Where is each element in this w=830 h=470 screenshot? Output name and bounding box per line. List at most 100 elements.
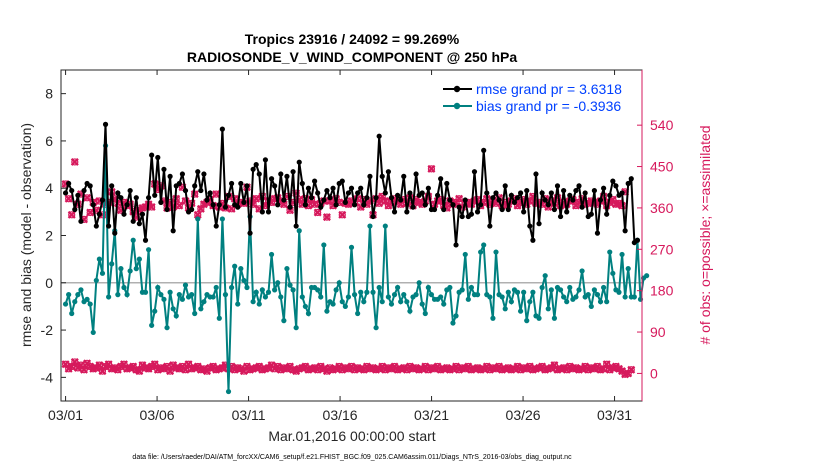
bias-series-point xyxy=(219,216,225,222)
bias-series-point xyxy=(591,287,597,293)
rmse-series-point xyxy=(422,202,428,208)
bias-series-point xyxy=(66,292,72,298)
bias-series-point xyxy=(318,294,324,300)
bias-series-point xyxy=(588,303,594,310)
rmse-series-point xyxy=(607,192,613,198)
bias-series-point xyxy=(265,289,272,295)
rmse-series-point xyxy=(247,230,253,236)
bias-series-point xyxy=(259,287,265,293)
bias-series-point xyxy=(182,282,189,288)
rmse-series-point xyxy=(441,206,447,213)
bias-series-point xyxy=(155,284,161,291)
bias-series-point xyxy=(447,284,453,291)
rmse-series-point xyxy=(385,169,391,175)
right-tick-label: 270 xyxy=(650,241,674,257)
rmse-series-point xyxy=(514,195,521,201)
bias-series-point xyxy=(99,270,106,276)
rmse-series-point xyxy=(493,190,499,196)
bias-series-point xyxy=(106,294,112,300)
bias-series-point xyxy=(401,292,407,298)
bias-series-point xyxy=(336,280,342,286)
rmse-series-point xyxy=(142,237,149,243)
rmse-series-point xyxy=(167,173,173,179)
bias-series-point xyxy=(579,268,585,274)
obs-upper-possible-marker xyxy=(314,208,322,217)
bias-series-point xyxy=(201,299,207,305)
rmse-series-point xyxy=(102,121,109,127)
rmse-series-point xyxy=(195,169,201,175)
rmse-series-point xyxy=(133,195,139,201)
bias-series-point xyxy=(72,299,78,305)
bias-series-point xyxy=(416,280,422,286)
obs-upper-assimilated-marker xyxy=(147,203,156,211)
rmse-series-point xyxy=(539,190,545,196)
rmse-series-point xyxy=(521,209,527,215)
bias-series-point xyxy=(321,242,327,248)
bias-series-point xyxy=(145,247,152,253)
bias-series-point xyxy=(121,284,127,291)
bias-series-point xyxy=(176,292,182,298)
obs-upper-possible-marker xyxy=(455,195,463,203)
bias-series-point xyxy=(256,301,262,307)
rmse-series-point xyxy=(351,202,358,208)
bias-series-point xyxy=(527,299,533,305)
left-tick-label: 8 xyxy=(45,86,53,102)
obs-lower-assimilated-marker xyxy=(95,361,104,370)
rmse-series-point xyxy=(407,190,413,196)
bias-series-point xyxy=(364,289,370,295)
bias-series-point xyxy=(551,315,558,321)
rmse-series-point xyxy=(413,171,419,177)
bias-series-point xyxy=(192,310,198,317)
rmse-series-point xyxy=(66,180,72,187)
obs-upper-assimilated-marker xyxy=(64,194,73,203)
rmse-series-point xyxy=(376,133,382,139)
left-tick-label: 2 xyxy=(45,228,53,244)
rmse-series-point xyxy=(601,185,607,191)
rmse-series-point xyxy=(395,192,401,198)
legend-rmse-label: rmse grand pr = 3.6318 xyxy=(476,81,622,97)
rmse-series-point xyxy=(127,187,133,194)
rmse-series-point xyxy=(96,211,102,217)
rmse-series-point xyxy=(207,190,213,196)
bias-series-point xyxy=(616,289,622,295)
x-tick-label: 03/16 xyxy=(323,407,358,423)
rmse-series-point xyxy=(250,166,256,172)
obs-lower-possible-marker xyxy=(627,366,635,374)
rmse-series-point xyxy=(210,202,216,208)
rmse-series-point xyxy=(112,230,118,236)
bias-series-point xyxy=(272,287,278,293)
bias-series-point xyxy=(438,294,444,300)
left-tick-label: -4 xyxy=(41,369,54,385)
legend-bias-label: bias grand pr = -0.3936 xyxy=(476,98,621,114)
rmse-series-point xyxy=(613,183,619,189)
x-tick-label: 03/21 xyxy=(414,407,449,423)
rmse-series-point xyxy=(404,209,410,215)
rmse-series-point xyxy=(170,228,176,234)
rmse-series-point xyxy=(75,192,81,198)
series-layer xyxy=(62,121,650,395)
rmse-series-point xyxy=(333,202,339,208)
rmse-series-point xyxy=(367,173,373,179)
bias-series-point xyxy=(170,306,176,312)
rmse-series-point xyxy=(561,187,567,194)
bias-series-point xyxy=(465,296,471,302)
rmse-series-point xyxy=(78,218,84,224)
bias-series-point xyxy=(262,294,269,300)
rmse-series-point xyxy=(296,159,302,165)
bias-series-point xyxy=(428,292,435,298)
bias-series-point xyxy=(524,318,530,324)
bias-series-point xyxy=(127,268,133,274)
bias-series-point xyxy=(517,308,524,314)
bias-series-point xyxy=(468,284,475,291)
bias-series-point xyxy=(459,287,465,293)
bias-series-point xyxy=(419,301,425,307)
rmse-series-point xyxy=(364,195,370,201)
legend-bias-marker xyxy=(453,102,461,110)
obs-upper-assimilated-marker xyxy=(313,208,322,217)
obs-upper-assimilated-marker xyxy=(86,208,95,217)
rmse-series-point xyxy=(370,213,376,220)
bias-series-point xyxy=(564,299,570,305)
rmse-series-point xyxy=(604,211,610,217)
obs-upper-possible-marker xyxy=(427,165,436,173)
rmse-series-point xyxy=(438,176,444,182)
